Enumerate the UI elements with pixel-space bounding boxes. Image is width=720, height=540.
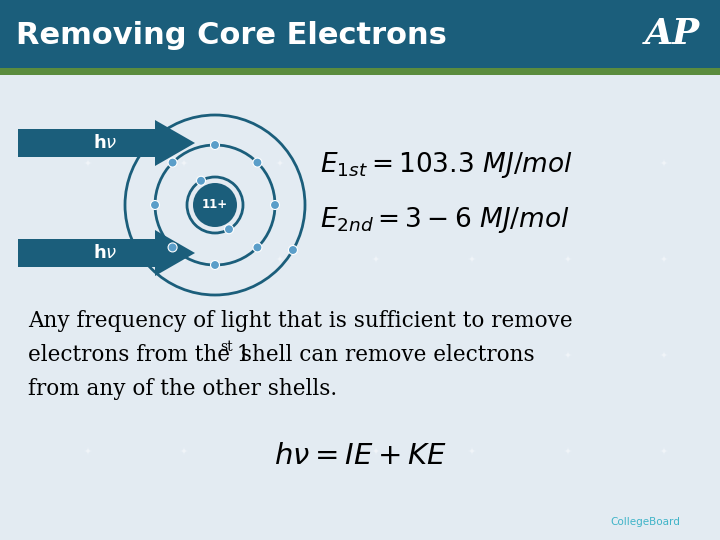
FancyBboxPatch shape <box>280 355 376 451</box>
FancyBboxPatch shape <box>376 163 472 259</box>
FancyBboxPatch shape <box>184 163 280 259</box>
Text: h$\nu$: h$\nu$ <box>93 134 117 152</box>
Circle shape <box>210 140 220 150</box>
FancyBboxPatch shape <box>472 67 568 163</box>
Polygon shape <box>18 120 195 166</box>
Circle shape <box>225 225 233 234</box>
FancyBboxPatch shape <box>0 451 88 540</box>
FancyBboxPatch shape <box>0 163 88 259</box>
Circle shape <box>253 243 262 252</box>
Text: $E_{2nd} = 3 - 6\ MJ/mol$: $E_{2nd} = 3 - 6\ MJ/mol$ <box>320 205 570 235</box>
FancyBboxPatch shape <box>568 355 664 451</box>
Text: from any of the other shells.: from any of the other shells. <box>28 378 337 400</box>
FancyBboxPatch shape <box>280 163 376 259</box>
FancyBboxPatch shape <box>664 355 720 451</box>
Bar <box>0 68 720 75</box>
Circle shape <box>197 176 205 185</box>
FancyBboxPatch shape <box>568 451 664 540</box>
FancyBboxPatch shape <box>184 67 280 163</box>
FancyBboxPatch shape <box>664 163 720 259</box>
FancyBboxPatch shape <box>472 163 568 259</box>
FancyBboxPatch shape <box>568 67 664 163</box>
FancyBboxPatch shape <box>472 355 568 451</box>
Text: shell can remove electrons: shell can remove electrons <box>234 344 535 366</box>
Text: electrons from the 1: electrons from the 1 <box>28 344 251 366</box>
FancyBboxPatch shape <box>184 355 280 451</box>
Text: 11+: 11+ <box>202 199 228 212</box>
FancyBboxPatch shape <box>664 451 720 540</box>
FancyBboxPatch shape <box>664 67 720 163</box>
FancyBboxPatch shape <box>376 259 472 355</box>
FancyBboxPatch shape <box>568 163 664 259</box>
FancyBboxPatch shape <box>280 259 376 355</box>
FancyBboxPatch shape <box>88 163 184 259</box>
FancyBboxPatch shape <box>0 355 88 451</box>
Text: AP: AP <box>645 17 700 51</box>
FancyBboxPatch shape <box>88 259 184 355</box>
FancyBboxPatch shape <box>472 451 568 540</box>
Circle shape <box>150 200 160 210</box>
Circle shape <box>193 183 237 227</box>
FancyBboxPatch shape <box>0 259 88 355</box>
Circle shape <box>271 200 279 210</box>
FancyBboxPatch shape <box>376 451 472 540</box>
Text: CollegeBoard: CollegeBoard <box>610 517 680 527</box>
Circle shape <box>168 158 177 167</box>
Text: h$\nu$: h$\nu$ <box>93 244 117 262</box>
Text: Removing Core Electrons: Removing Core Electrons <box>16 21 447 50</box>
Text: st: st <box>220 340 233 354</box>
FancyBboxPatch shape <box>376 67 472 163</box>
FancyBboxPatch shape <box>88 67 184 163</box>
FancyBboxPatch shape <box>184 451 280 540</box>
Circle shape <box>253 158 262 167</box>
Circle shape <box>289 246 297 254</box>
FancyBboxPatch shape <box>88 355 184 451</box>
FancyBboxPatch shape <box>472 259 568 355</box>
FancyBboxPatch shape <box>184 259 280 355</box>
Text: Any frequency of light that is sufficient to remove: Any frequency of light that is sufficien… <box>28 310 572 332</box>
FancyBboxPatch shape <box>88 451 184 540</box>
FancyBboxPatch shape <box>0 67 88 163</box>
Text: $E_{1st} = 103.3\ MJ/mol$: $E_{1st} = 103.3\ MJ/mol$ <box>320 150 573 180</box>
Text: $h\nu = IE + KE$: $h\nu = IE + KE$ <box>274 441 446 469</box>
FancyBboxPatch shape <box>280 451 376 540</box>
FancyBboxPatch shape <box>664 259 720 355</box>
Polygon shape <box>18 230 195 276</box>
FancyBboxPatch shape <box>376 355 472 451</box>
Circle shape <box>210 260 220 269</box>
Bar <box>0 0 720 68</box>
Circle shape <box>168 243 177 252</box>
FancyBboxPatch shape <box>280 67 376 163</box>
FancyBboxPatch shape <box>568 259 664 355</box>
